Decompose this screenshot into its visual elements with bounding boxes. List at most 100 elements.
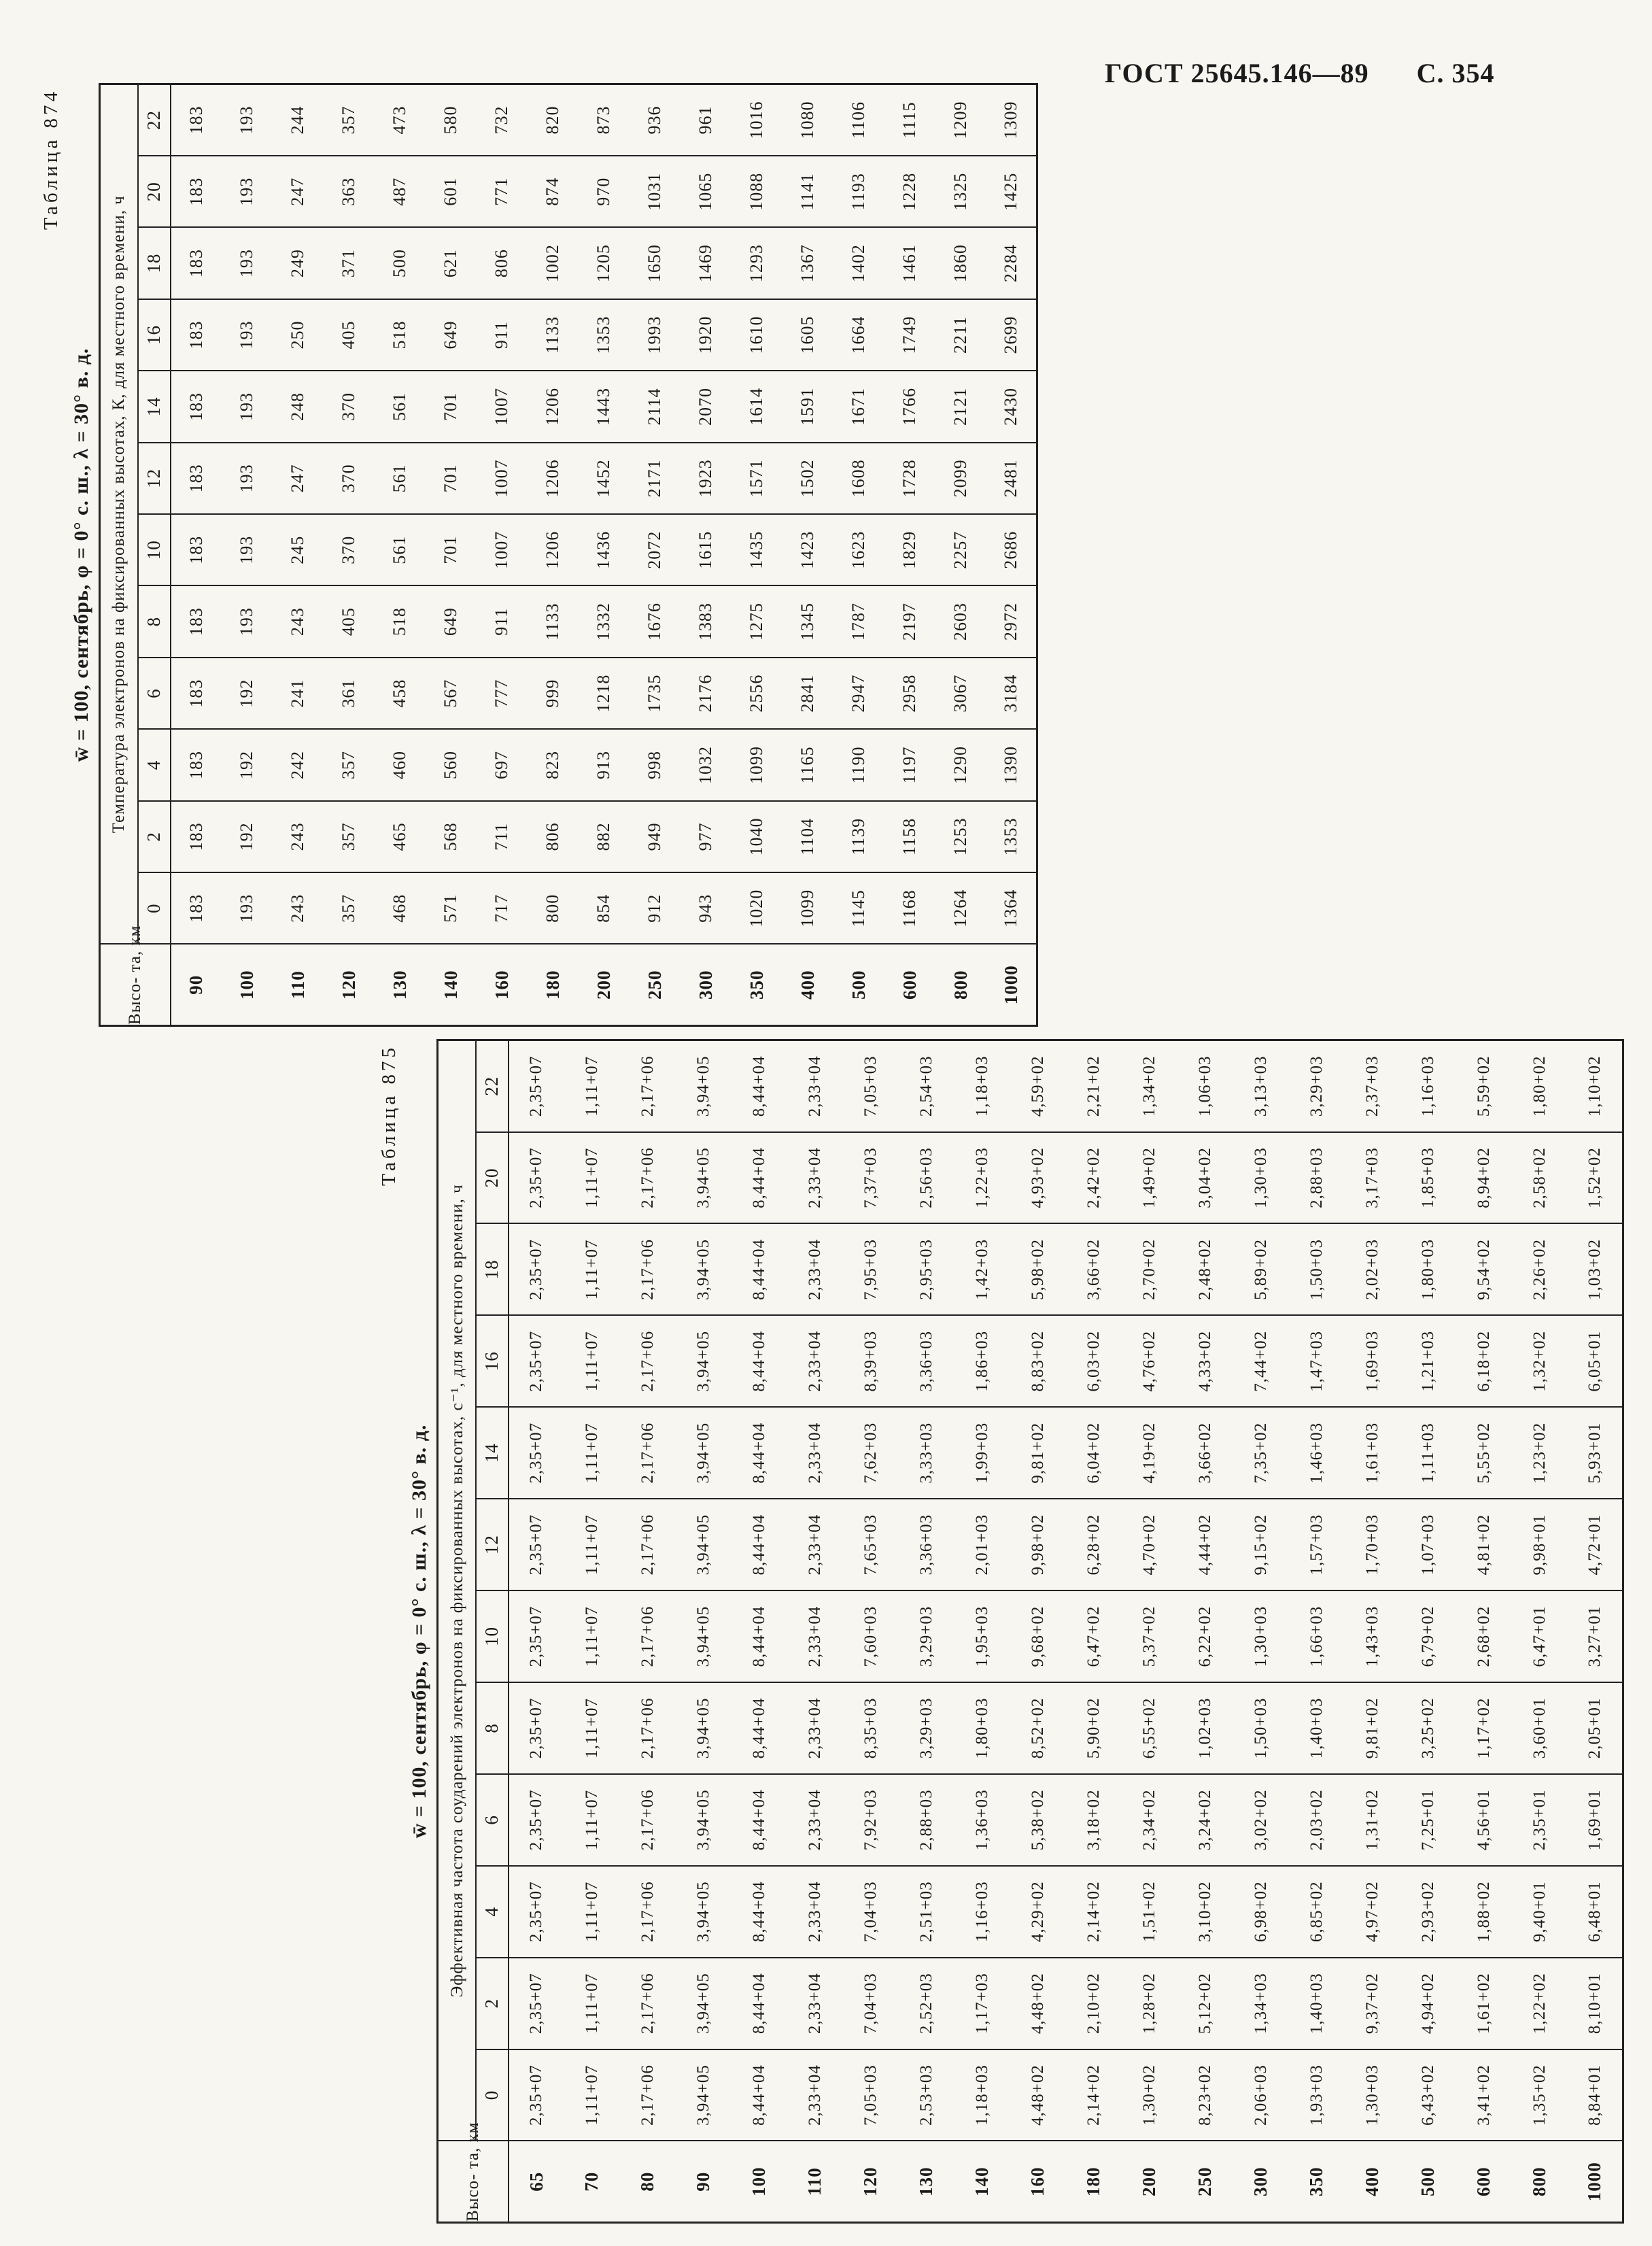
value-cell: 2,17+06 [619, 1131, 676, 1224]
value-cell: 1,80+02 [1511, 1040, 1568, 1132]
value-cell: 2,26+02 [1511, 1223, 1568, 1316]
value-cell: 3,25+02 [1400, 1682, 1456, 1774]
value-cell: 580 [425, 84, 477, 156]
value-cell: 1,30+02 [1121, 2049, 1177, 2141]
value-cell: 1309 [986, 84, 1037, 156]
value-cell: 1,03+02 [1567, 1223, 1623, 1316]
value-cell: 5,38+02 [1010, 1773, 1066, 1866]
value-cell: 4,93+02 [1010, 1131, 1066, 1224]
height-row: 200 854 882 913 1218 1332 1436 1452 1443 1353 1205… [578, 84, 630, 1026]
value-cell: 1676 [629, 585, 681, 658]
value-cell: 1139 [833, 800, 884, 873]
hour-header-cell: 16 [475, 1315, 509, 1408]
value-cell: 2,33+04 [787, 1315, 843, 1408]
value-cell: 999 [527, 657, 579, 730]
value-cell: 3,94+05 [675, 1773, 732, 1866]
value-cell: 1,11+07 [564, 2049, 620, 2141]
value-cell: 1,88+02 [1456, 1865, 1512, 1958]
value-cell: 2,17+06 [619, 1682, 676, 1774]
hour-header-cell: 14 [475, 1407, 509, 1499]
height-label: 1000 [1567, 2141, 1623, 2223]
value-cell: 2,14+02 [1065, 2049, 1122, 2141]
value-cell: 2,17+06 [619, 1315, 676, 1408]
value-cell: 2,35+07 [508, 1499, 564, 1591]
value-cell: 6,85+02 [1288, 1865, 1345, 1958]
height-label: 600 [1456, 2141, 1512, 2223]
value-cell: 500 [374, 227, 426, 299]
table-875-title: w̄ = 100, сентябрь, φ = 0° с. ш., λ = 30… [408, 1424, 430, 1839]
height-label: 300 [680, 944, 732, 1026]
value-cell: 1290 [935, 729, 986, 801]
value-cell: 1,06+03 [1177, 1040, 1233, 1132]
value-cell: 3,94+05 [675, 1499, 732, 1591]
value-cell: 1623 [833, 514, 884, 586]
value-cell: 2,33+04 [787, 1865, 843, 1958]
value-cell: 2114 [629, 371, 681, 443]
value-cell: 2,33+04 [787, 1590, 843, 1682]
value-cell: 701 [425, 371, 477, 443]
height-label: 120 [842, 2141, 899, 2223]
value-cell: 1353 [986, 800, 1037, 873]
height-row: 350 1020 1040 1099 2556 1275 1435 1571 1614 1610 1… [731, 84, 782, 1026]
value-cell: 2,52+03 [898, 1957, 954, 2049]
value-cell: 183 [170, 800, 222, 873]
value-cell: 1,40+03 [1288, 1682, 1345, 1774]
value-cell: 1,99+03 [954, 1407, 1010, 1499]
value-cell: 357 [323, 800, 375, 873]
value-cell: 1,16+03 [1400, 1040, 1456, 1132]
standard-number: ГОСТ 25645.146—89 [1105, 58, 1369, 88]
value-cell: 8,44+04 [731, 1865, 787, 1958]
value-cell: 9,15+02 [1233, 1499, 1289, 1591]
value-cell: 2,33+04 [787, 1131, 843, 1224]
value-cell: 1,34+02 [1121, 1040, 1177, 1132]
height-label: 500 [833, 944, 884, 1026]
value-cell: 2,51+03 [898, 1865, 954, 1958]
value-cell: 1264 [935, 872, 986, 945]
value-cell: 2972 [986, 585, 1037, 658]
value-cell: 961 [680, 84, 732, 156]
value-cell: 2,17+06 [619, 1499, 676, 1591]
value-cell: 1469 [680, 227, 732, 299]
value-cell: 7,25+01 [1400, 1773, 1456, 1866]
value-cell: 1,23+02 [1511, 1407, 1568, 1499]
value-cell: 6,79+02 [1400, 1590, 1456, 1682]
value-cell: 183 [170, 872, 222, 945]
value-cell: 1367 [782, 227, 833, 299]
value-cell: 2171 [629, 442, 681, 515]
hour-header-cell: 8 [475, 1682, 509, 1774]
value-cell: 1728 [884, 442, 935, 515]
value-cell: 4,56+01 [1456, 1773, 1512, 1866]
value-cell: 1133 [527, 299, 579, 371]
value-cell: 1,11+07 [564, 1315, 620, 1408]
value-cell: 1423 [782, 514, 833, 586]
value-cell: 4,59+02 [1010, 1040, 1066, 1132]
value-cell: 1,07+03 [1400, 1499, 1456, 1591]
value-cell: 243 [272, 585, 324, 658]
value-cell: 1,17+02 [1456, 1682, 1512, 1774]
value-cell: 2257 [935, 514, 986, 586]
hour-header-cell: 18 [137, 227, 171, 299]
value-cell: 5,93+01 [1567, 1407, 1623, 1499]
value-cell: 1608 [833, 442, 884, 515]
value-cell: 2,17+06 [619, 1773, 676, 1866]
value-cell: 9,98+02 [1010, 1499, 1066, 1591]
value-cell: 2197 [884, 585, 935, 658]
value-cell: 8,44+04 [731, 1499, 787, 1591]
value-cell: 5,90+02 [1065, 1682, 1122, 1774]
value-cell: 1325 [935, 156, 986, 228]
value-cell: 1145 [833, 872, 884, 945]
value-cell: 806 [527, 800, 579, 873]
value-cell: 7,05+03 [842, 2049, 899, 2141]
value-cell: 3,29+03 [898, 1590, 954, 1682]
value-cell: 1,18+03 [954, 2049, 1010, 2141]
value-cell: 1,02+03 [1177, 1682, 1233, 1774]
value-cell: 2,02+03 [1344, 1223, 1400, 1316]
value-cell: 561 [374, 442, 426, 515]
value-cell: 8,44+04 [731, 2049, 787, 2141]
value-cell: 1,31+02 [1344, 1773, 1400, 1866]
height-column-header: Высо- та, км [99, 925, 171, 1026]
value-cell: 1253 [935, 800, 986, 873]
value-cell: 1,43+03 [1344, 1590, 1400, 1682]
value-cell: 1002 [527, 227, 579, 299]
height-label: 180 [1065, 2141, 1122, 2223]
